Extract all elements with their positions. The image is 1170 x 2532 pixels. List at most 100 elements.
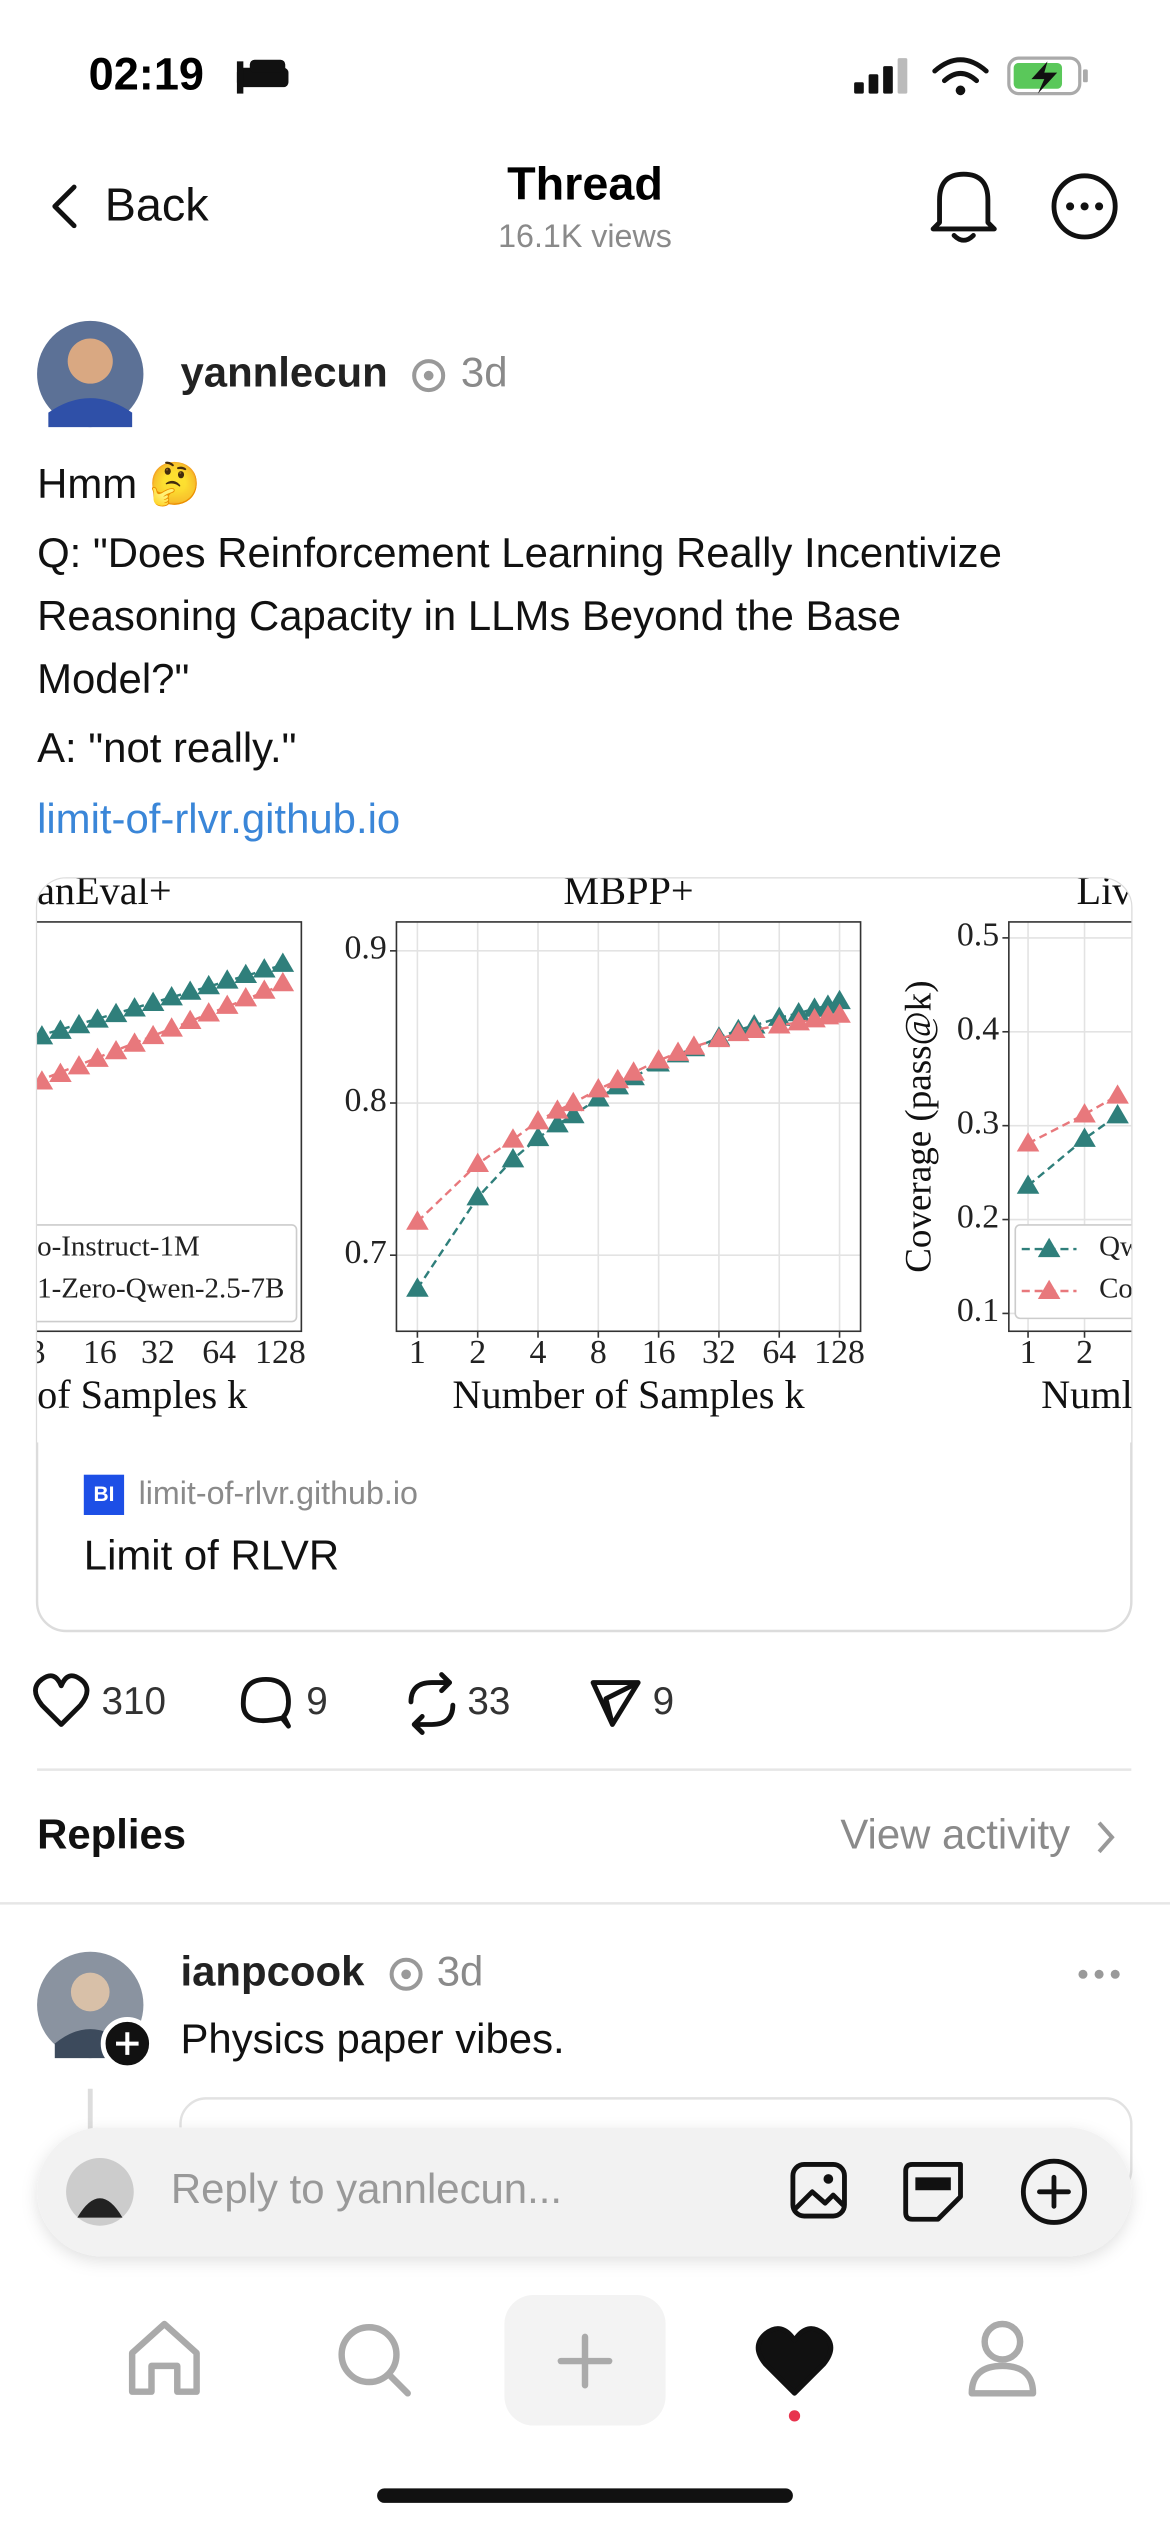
- profile-tab[interactable]: [968, 2320, 1037, 2397]
- views: 16.1K views: [498, 218, 672, 254]
- composer-placeholder[interactable]: Reply to yannlecun...: [171, 2165, 562, 2212]
- like-button[interactable]: 310: [33, 1673, 167, 1727]
- y-tick-label: 0.5: [957, 917, 999, 954]
- my-avatar: [66, 2158, 134, 2226]
- point: [271, 971, 295, 992]
- legend-box: [1014, 1224, 1132, 1320]
- point: [86, 1047, 109, 1067]
- point: [37, 1025, 54, 1045]
- point: [546, 1113, 569, 1133]
- composer-box[interactable]: [37, 2127, 1132, 2257]
- post-line: Reasoning Capacity in LLMs Beyond the Ba…: [37, 592, 901, 639]
- y-tick-label: 0.1: [957, 1292, 999, 1329]
- point: [49, 1062, 72, 1082]
- view-activity[interactable]: View activity: [840, 1810, 1115, 1857]
- y-tick-label: 0.8: [344, 1082, 386, 1119]
- point: [104, 1002, 128, 1023]
- point: [466, 1152, 489, 1172]
- point: [178, 1009, 202, 1030]
- sleep-icon: [236, 59, 289, 94]
- reply-menu[interactable]: [1078, 1969, 1120, 1979]
- home-tab[interactable]: [128, 2320, 200, 2395]
- point: [606, 1068, 630, 1089]
- x-tick-label: 128: [255, 1334, 306, 1371]
- point: [178, 980, 202, 1000]
- point: [86, 1008, 109, 1028]
- activity-tab[interactable]: [755, 2326, 834, 2422]
- x-tick-label: 3: [29, 1334, 46, 1371]
- create-tab[interactable]: [504, 2294, 666, 2426]
- bell-button[interactable]: [930, 171, 997, 243]
- y-tick-label: 0.2: [957, 1198, 999, 1235]
- point: [1073, 1127, 1096, 1147]
- share-count[interactable]: 9: [653, 1680, 675, 1723]
- x-tick-label: 32: [141, 1334, 175, 1371]
- link-preview[interactable]: anEval+o-Instruct-1M1-Zero-Qwen-2.5-7B3 1…: [16, 868, 1160, 1633]
- point: [1016, 1132, 1040, 1152]
- point: [666, 1041, 690, 1061]
- x-tick-label: 16: [642, 1334, 676, 1371]
- point: [67, 1013, 91, 1034]
- add-button[interactable]: [1020, 2158, 1088, 2225]
- view-activity-label[interactable]: View activity: [840, 1810, 1070, 1857]
- reply-author[interactable]: ianpcook: [180, 1947, 365, 1994]
- author-name[interactable]: yannlecun: [180, 349, 387, 396]
- gif-button[interactable]: [903, 2162, 963, 2222]
- site-icon-label: BI: [93, 1483, 114, 1506]
- x-tick-label: 2: [1076, 1334, 1093, 1371]
- my-avatar-figure: [77, 2198, 123, 2218]
- point: [828, 989, 851, 1010]
- preview-image: anEval+o-Instruct-1M1-Zero-Qwen-2.5-7B3 1…: [29, 868, 1134, 1443]
- back-button[interactable]: Back: [52, 178, 210, 230]
- repost-button[interactable]: 33: [408, 1672, 510, 1735]
- point: [234, 963, 258, 984]
- point: [742, 1018, 766, 1039]
- point: [647, 1049, 670, 1069]
- back-label[interactable]: Back: [105, 178, 210, 230]
- point: [49, 1019, 72, 1039]
- panel-title: Liv: [1077, 868, 1134, 913]
- y-axis-label: Coverage (pass@k): [898, 980, 939, 1272]
- battery-icon: [1007, 56, 1088, 96]
- y-tick-label: 0.7: [344, 1234, 386, 1271]
- like-count[interactable]: 310: [102, 1680, 167, 1723]
- nav-title: Thread: [507, 157, 663, 209]
- follow-button[interactable]: [100, 2016, 154, 2071]
- author-avatar[interactable]: [37, 320, 144, 428]
- legend-label: o-Instruct-1M: [37, 1231, 200, 1263]
- y-tick-label: 0.4: [957, 1011, 999, 1048]
- composer[interactable]: Reply to yannlecun...: [37, 2127, 1132, 2257]
- point: [707, 1027, 731, 1048]
- point: [141, 1024, 165, 1045]
- point: [1106, 1084, 1129, 1104]
- x-tick-label: 8: [590, 1334, 607, 1371]
- point: [562, 1091, 585, 1112]
- point: [197, 974, 220, 995]
- search-tab[interactable]: [338, 2323, 411, 2397]
- point: [123, 1032, 146, 1052]
- point: [160, 986, 183, 1006]
- point: [234, 987, 258, 1007]
- x-tick-label: 32: [702, 1334, 736, 1371]
- point: [622, 1061, 645, 1081]
- share-button[interactable]: 9: [590, 1680, 675, 1727]
- y-tick-label: 0.9: [344, 930, 386, 967]
- more-button[interactable]: [1051, 173, 1118, 240]
- point: [501, 1148, 525, 1168]
- point: [197, 1002, 220, 1022]
- plot-frame: [37, 921, 303, 1333]
- point: [682, 1035, 706, 1055]
- comment-count[interactable]: 9: [306, 1680, 328, 1723]
- comment-button[interactable]: 9: [240, 1676, 328, 1729]
- plot-frame: [395, 921, 862, 1333]
- point: [1106, 1104, 1129, 1124]
- repost-count[interactable]: 33: [467, 1680, 510, 1723]
- post-link[interactable]: limit-of-rlvr.github.io: [37, 795, 400, 842]
- point: [253, 979, 276, 999]
- point: [406, 1210, 429, 1230]
- photo-button[interactable]: [790, 2162, 847, 2219]
- x-tick-label: 64: [202, 1334, 236, 1371]
- point: [587, 1078, 610, 1098]
- point: [253, 958, 276, 978]
